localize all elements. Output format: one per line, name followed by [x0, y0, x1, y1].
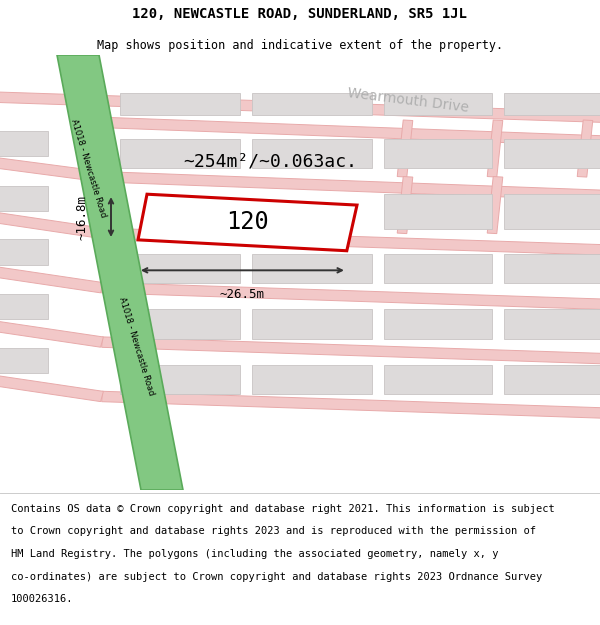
Text: A1018 - Newcastle Road: A1018 - Newcastle Road: [118, 296, 156, 397]
Bar: [120, 254, 240, 283]
Polygon shape: [101, 172, 600, 202]
Bar: [384, 139, 492, 168]
Bar: [504, 194, 600, 229]
Polygon shape: [0, 154, 103, 182]
Polygon shape: [487, 176, 503, 234]
Text: Map shows position and indicative extent of the property.: Map shows position and indicative extent…: [97, 39, 503, 52]
Bar: [504, 309, 600, 339]
Bar: [0, 348, 48, 373]
Text: 120, NEWCASTLE ROAD, SUNDERLAND, SR5 1JL: 120, NEWCASTLE ROAD, SUNDERLAND, SR5 1JL: [133, 7, 467, 21]
Polygon shape: [0, 91, 600, 123]
Bar: [120, 309, 240, 339]
Text: ~254m²/~0.063ac.: ~254m²/~0.063ac.: [183, 152, 357, 171]
Text: co-ordinates) are subject to Crown copyright and database rights 2023 Ordnance S: co-ordinates) are subject to Crown copyr…: [11, 571, 542, 581]
Bar: [0, 186, 48, 211]
Bar: [0, 131, 48, 156]
Polygon shape: [101, 118, 600, 148]
Bar: [504, 139, 600, 168]
Text: 120: 120: [226, 211, 269, 234]
Text: A1018 - Newcastle Road: A1018 - Newcastle Road: [70, 118, 108, 218]
Polygon shape: [577, 120, 593, 177]
Polygon shape: [101, 391, 600, 419]
Bar: [0, 239, 48, 264]
Bar: [504, 93, 600, 115]
Text: Wearmouth Drive: Wearmouth Drive: [347, 86, 469, 115]
Bar: [384, 93, 492, 115]
Polygon shape: [0, 318, 103, 348]
Text: 100026316.: 100026316.: [11, 594, 73, 604]
Bar: [384, 365, 492, 394]
Polygon shape: [487, 120, 503, 177]
Text: ~16.8m: ~16.8m: [76, 194, 89, 239]
Polygon shape: [101, 228, 600, 256]
Bar: [120, 93, 240, 115]
Bar: [252, 365, 372, 394]
Text: HM Land Registry. The polygons (including the associated geometry, namely x, y: HM Land Registry. The polygons (includin…: [11, 549, 499, 559]
Bar: [252, 139, 372, 168]
Bar: [384, 309, 492, 339]
Polygon shape: [397, 120, 413, 177]
Text: to Crown copyright and database rights 2023 and is reproduced with the permissio: to Crown copyright and database rights 2…: [11, 526, 536, 536]
Polygon shape: [101, 282, 600, 311]
Bar: [0, 294, 48, 319]
Polygon shape: [57, 55, 183, 490]
Bar: [252, 254, 372, 283]
Bar: [504, 254, 600, 283]
Bar: [384, 254, 492, 283]
Polygon shape: [101, 337, 600, 365]
Polygon shape: [0, 209, 103, 239]
Bar: [252, 309, 372, 339]
Text: Contains OS data © Crown copyright and database right 2021. This information is : Contains OS data © Crown copyright and d…: [11, 504, 554, 514]
Polygon shape: [138, 194, 357, 251]
Bar: [120, 365, 240, 394]
Bar: [384, 194, 492, 229]
Bar: [252, 93, 372, 115]
Polygon shape: [397, 176, 413, 234]
Text: ~26.5m: ~26.5m: [220, 288, 265, 301]
Bar: [504, 365, 600, 394]
Polygon shape: [0, 263, 103, 293]
Polygon shape: [0, 372, 103, 402]
Bar: [120, 139, 240, 168]
